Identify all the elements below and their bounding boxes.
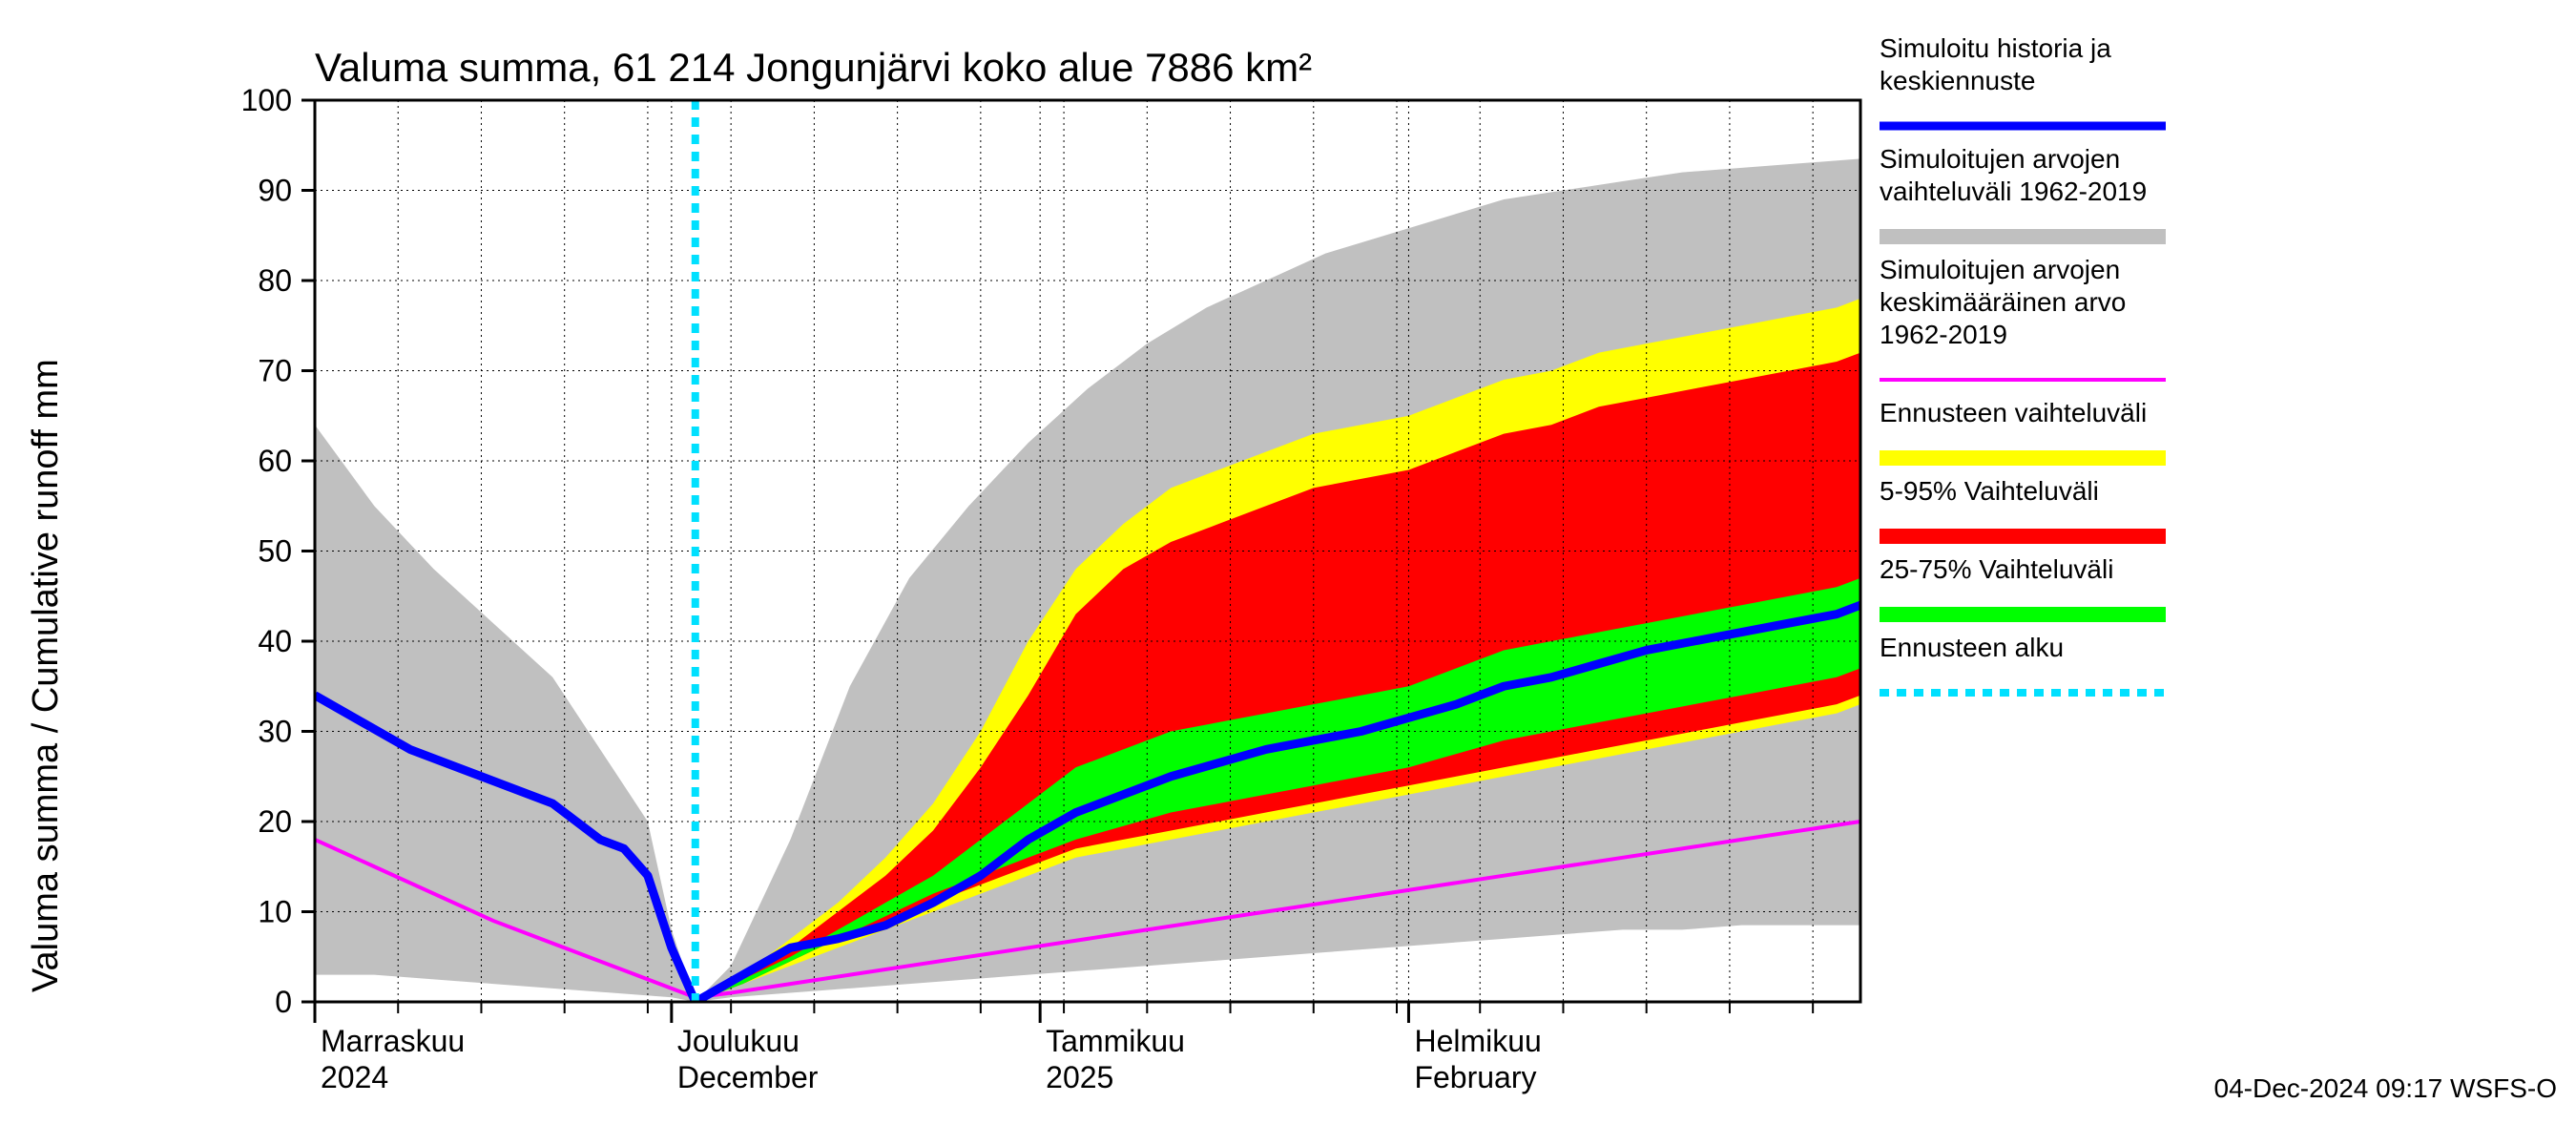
y-tick-label: 100: [241, 83, 292, 117]
x-month-label-top: Marraskuu: [321, 1024, 465, 1058]
x-month-label-top: Joulukuu: [677, 1024, 800, 1058]
y-tick-label: 0: [275, 985, 292, 1019]
y-tick-label: 20: [258, 804, 292, 839]
x-month-label-bottom: December: [677, 1060, 819, 1094]
y-tick-label: 50: [258, 534, 292, 569]
legend-label: vaihteluväli 1962-2019: [1880, 177, 2147, 206]
y-tick-label: 10: [258, 895, 292, 929]
y-tick-label: 40: [258, 624, 292, 658]
y-tick-label: 80: [258, 263, 292, 298]
x-month-label-bottom: 2025: [1046, 1060, 1113, 1094]
legend-label: 5-95% Vaihteluväli: [1880, 476, 2099, 506]
chart-footer: 04-Dec-2024 09:17 WSFS-O: [2214, 1073, 2558, 1103]
y-axis-label: Valuma summa / Cumulative runoff mm: [26, 359, 66, 992]
y-tick-label: 60: [258, 444, 292, 478]
y-tick-label: 70: [258, 354, 292, 388]
legend-label: Simuloitujen arvojen: [1880, 144, 2120, 174]
x-month-label-bottom: February: [1414, 1060, 1536, 1094]
x-month-label-top: Helmikuu: [1414, 1024, 1541, 1058]
legend-label: Simuloitu historia ja: [1880, 33, 2111, 63]
y-tick-label: 90: [258, 174, 292, 208]
legend-label: 1962-2019: [1880, 320, 2007, 349]
runoff-chart: 0 10 20 30 40 50 60 70 80 90 100 Marraskuu2024 Joulu…: [0, 0, 2576, 1145]
legend-label: Ennusteen alku: [1880, 633, 2064, 662]
chart-container: 0 10 20 30 40 50 60 70 80 90 100 Marraskuu2024 Joulu…: [0, 0, 2576, 1145]
legend-label: keskimääräinen arvo: [1880, 287, 2126, 317]
x-month-label-top: Tammikuu: [1046, 1024, 1185, 1058]
y-tick-label: 30: [258, 715, 292, 749]
x-month-label-bottom: 2024: [321, 1060, 388, 1094]
chart-title: Valuma summa, 61 214 Jongunjärvi koko al…: [315, 45, 1312, 90]
legend-label: Ennusteen vaihteluväli: [1880, 398, 2147, 427]
legend-label: keskiennuste: [1880, 66, 2035, 95]
legend-label: Simuloitujen arvojen: [1880, 255, 2120, 284]
legend-label: 25-75% Vaihteluväli: [1880, 554, 2113, 584]
